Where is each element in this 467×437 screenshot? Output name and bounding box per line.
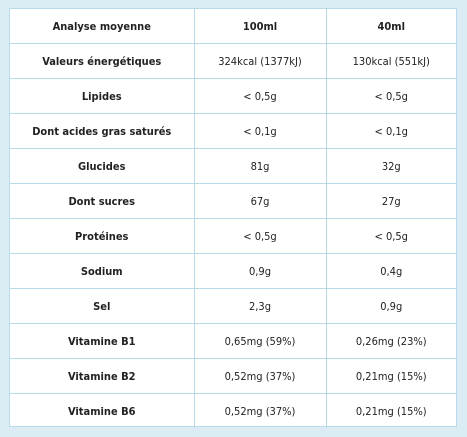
value-40ml: 0,21mg (15%) [326,358,456,394]
value-40ml: 0,21mg (15%) [355,404,427,418]
table-row: Vitamine B1 0,65mg (59%) 0,26mg (23%) [10,323,456,359]
table-row: Glucides 81g 32g [10,148,456,184]
value-100ml: < 0,1g [194,113,327,149]
value-100ml: 0,9g [194,253,327,289]
row-label: Dont sucres [10,183,195,219]
value-100ml: 0,52mg (37%) [194,358,327,394]
value-100ml: 0,52mg (37%) [194,393,327,428]
table-row: Sel 2,3g 0,9g [10,288,456,324]
value-100ml: 0,65mg (59%) [194,323,327,359]
value-40ml: 0,9g [326,288,456,324]
table-header-row: Analyse moyenne 100ml 40ml [10,9,456,44]
table-row: Protéines < 0,5g < 0,5g [10,218,456,254]
nutrition-table: Analyse moyenne 100ml 40ml Valeurs énerg… [10,9,456,428]
row-label: Vitamine B1 [10,323,195,359]
value-40ml: 27g [326,183,456,219]
row-label: Vitamine B6 [10,393,195,428]
value-40ml: 32g [326,148,456,184]
table-row: Sodium 0,9g 0,4g [10,253,456,289]
row-label: Sel [10,288,195,324]
value-100ml: 2,3g [194,288,327,324]
row-label: Glucides [10,148,195,184]
row-label: Lipides [10,78,195,114]
table-row: Lipides < 0,5g < 0,5g [10,78,456,114]
table-row: Dont sucres 67g 27g [10,183,456,219]
table-row: Vitamine B6 0,52mg (37%) 0,21mg (15%) [10,393,456,428]
row-label: Valeurs énergétiques [10,43,195,79]
value-40ml: 130kcal (551kJ) [326,43,456,79]
value-100ml: 81g [194,148,327,184]
value-40ml: 0,4g [326,253,456,289]
row-label: Sodium [10,253,195,289]
row-label: Protéines [10,218,195,254]
value-40ml: < 0,5g [326,78,456,114]
value-100ml: 67g [194,183,327,219]
row-label: Dont acides gras saturés [10,113,195,149]
table-row: Vitamine B2 0,52mg (37%) 0,21mg (15%) [10,358,456,394]
header-40ml: 40ml [326,9,456,44]
value-100ml: < 0,5g [194,218,327,254]
value-100ml: < 0,5g [194,78,327,114]
value-40ml: 0,26mg (23%) [326,323,456,359]
table-row: Valeurs énergétiques 324kcal (1377kJ) 13… [10,43,456,79]
row-label: Vitamine B2 [10,358,195,394]
header-analysis: Analyse moyenne [10,9,195,44]
table-row: Dont acides gras saturés < 0,1g < 0,1g [10,113,456,149]
value-100ml: 324kcal (1377kJ) [194,43,327,79]
value-40ml: < 0,5g [326,218,456,254]
header-100ml: 100ml [194,9,327,44]
value-40ml: < 0,1g [326,113,456,149]
nutrition-card: Analyse moyenne 100ml 40ml Valeurs énerg… [9,8,457,428]
